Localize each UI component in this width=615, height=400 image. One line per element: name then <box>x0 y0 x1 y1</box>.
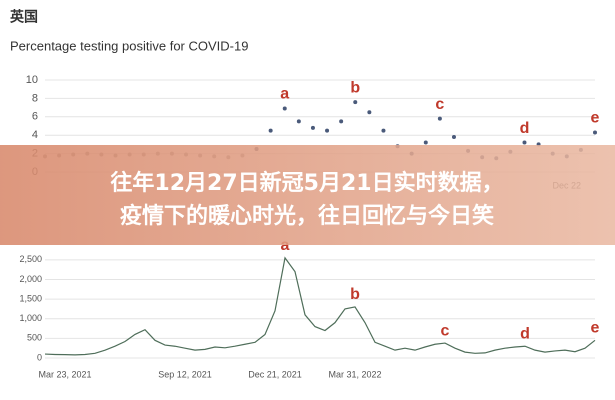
chart-title: Percentage testing positive for COVID-19 <box>10 38 248 53</box>
y-tick-label: 1,000 <box>19 313 42 323</box>
y-tick-label: 8 <box>32 92 38 104</box>
banner-line: 疫情下的暖心时光，往日回忆与今日笑 <box>120 203 494 229</box>
annotation: b <box>350 79 360 96</box>
data-point <box>367 110 372 115</box>
data-point <box>282 106 287 111</box>
annotation: a <box>281 237 290 254</box>
y-tick-label: 0 <box>37 352 42 362</box>
y-tick-label: 4 <box>32 129 38 141</box>
country: 英国 <box>9 9 38 25</box>
data-point <box>296 119 301 124</box>
annotation: c <box>435 96 444 113</box>
annotation: e <box>591 110 600 127</box>
x-tick-label: Sep 12, 2021 <box>158 369 212 379</box>
x-tick-label: Mar 31, 2022 <box>328 369 381 379</box>
annotation: a <box>280 86 289 103</box>
x-tick-label: Dec 21, 2021 <box>248 369 302 379</box>
annotation: d <box>520 325 530 342</box>
banner-line: 往年12月27日新冠5月21日实时数据， <box>110 170 503 196</box>
data-point <box>339 119 344 124</box>
data-point <box>353 100 358 105</box>
data-point <box>522 140 527 145</box>
y-tick-label: 2,000 <box>19 274 42 284</box>
annotation: d <box>520 120 530 137</box>
data-point <box>593 130 597 135</box>
y-tick-label: 1,500 <box>19 293 42 303</box>
data-point <box>437 116 442 121</box>
data-point <box>451 135 456 140</box>
data-point <box>268 128 273 133</box>
banner-bg <box>0 145 615 245</box>
y-tick-label: 500 <box>27 333 42 343</box>
y-tick-label: 10 <box>26 74 38 86</box>
data-point <box>325 128 330 133</box>
annotation: c <box>441 322 450 339</box>
data-point <box>310 125 315 130</box>
data-point <box>423 140 428 145</box>
annotation: b <box>350 286 360 303</box>
annotation: e <box>591 320 600 337</box>
y-tick-label: 6 <box>32 111 38 123</box>
data-point <box>381 128 386 133</box>
x-tick-label: Mar 23, 2021 <box>38 369 91 379</box>
data-line <box>44 256 596 356</box>
bottom-chart: 0 500 1,000 1,500 2,000 2,500 Mar 23, 2021 Sep … <box>19 237 599 379</box>
y-tick-label: 2,500 <box>19 254 42 264</box>
